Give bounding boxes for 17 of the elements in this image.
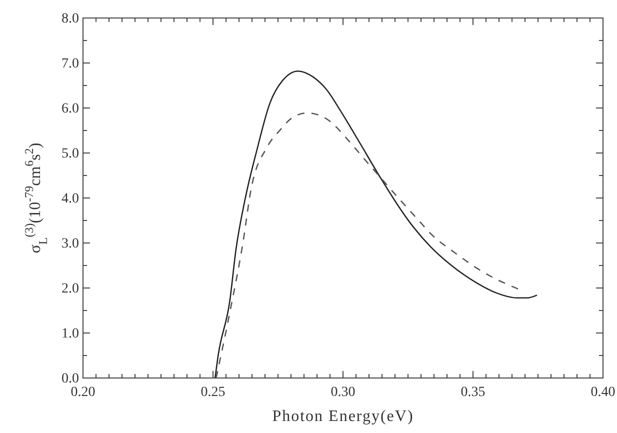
x-tick-label: 0.40 [590,384,616,400]
y-tick-label: 1.0 [62,326,79,342]
y-tick-label: 7.0 [62,56,79,72]
x-axis-title: Photon Energy(eV) [272,408,414,425]
y-tick-label: 2.0 [62,281,79,296]
line-series [214,70,538,379]
y-tick-label: 6.0 [62,101,79,116]
y-tick-label: 5.0 [62,146,79,162]
y-tick-label: 3.0 [62,236,79,252]
y-tick-label: 0.0 [62,371,79,386]
line-series [215,112,519,379]
x-tick-label: 0.25 [200,384,226,400]
y-tick-label: 4.0 [62,191,79,206]
x-tick-label: 0.35 [460,384,486,400]
x-tick-label: 0.30 [330,384,356,400]
x-tick-label: 0.20 [70,384,96,400]
y-tick-label: 8.0 [62,11,79,26]
